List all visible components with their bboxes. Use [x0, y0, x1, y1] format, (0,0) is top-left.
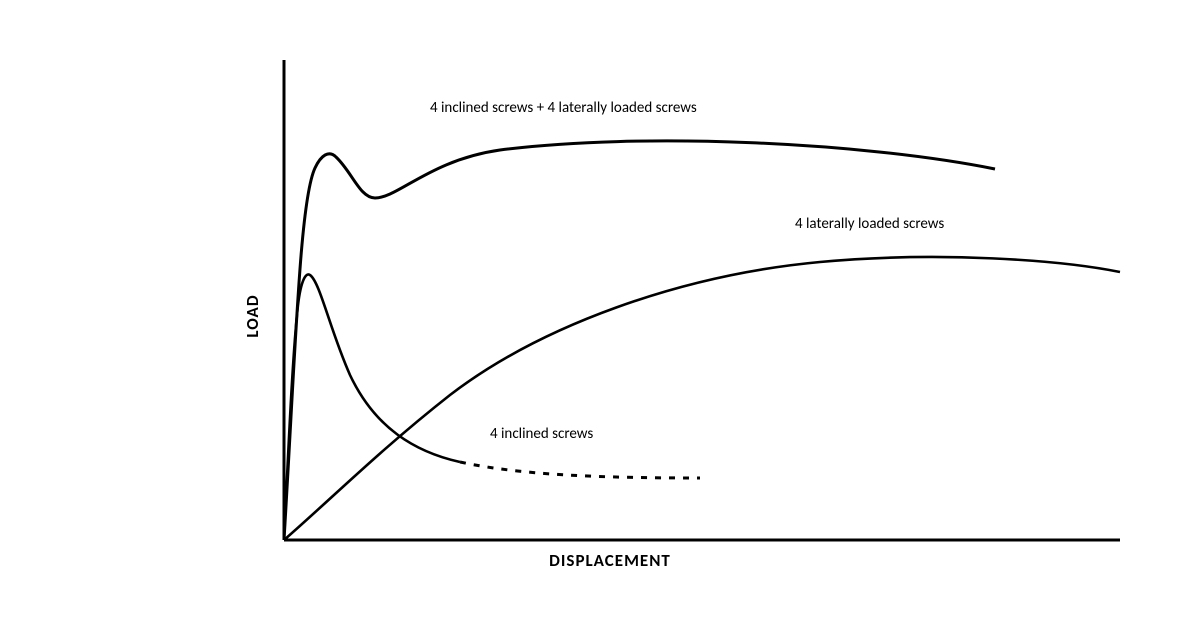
curve-inclined-dashed: [460, 462, 700, 478]
label-lateral: 4 laterally loaded screws: [795, 215, 944, 233]
chart-container: LOAD DISPLACEMENT 4 inclined screws + 4 …: [0, 0, 1200, 630]
x-axis-label: DISPLACEMENT: [549, 550, 671, 571]
y-axis-label: LOAD: [242, 294, 263, 337]
axes: [284, 60, 1120, 540]
chart-svg: LOAD DISPLACEMENT 4 inclined screws + 4 …: [0, 0, 1200, 630]
label-inclined: 4 inclined screws: [490, 425, 593, 443]
curve-lateral: [284, 257, 1120, 540]
curve-combined: [284, 141, 995, 540]
label-combined: 4 inclined screws + 4 laterally loaded s…: [430, 99, 697, 117]
